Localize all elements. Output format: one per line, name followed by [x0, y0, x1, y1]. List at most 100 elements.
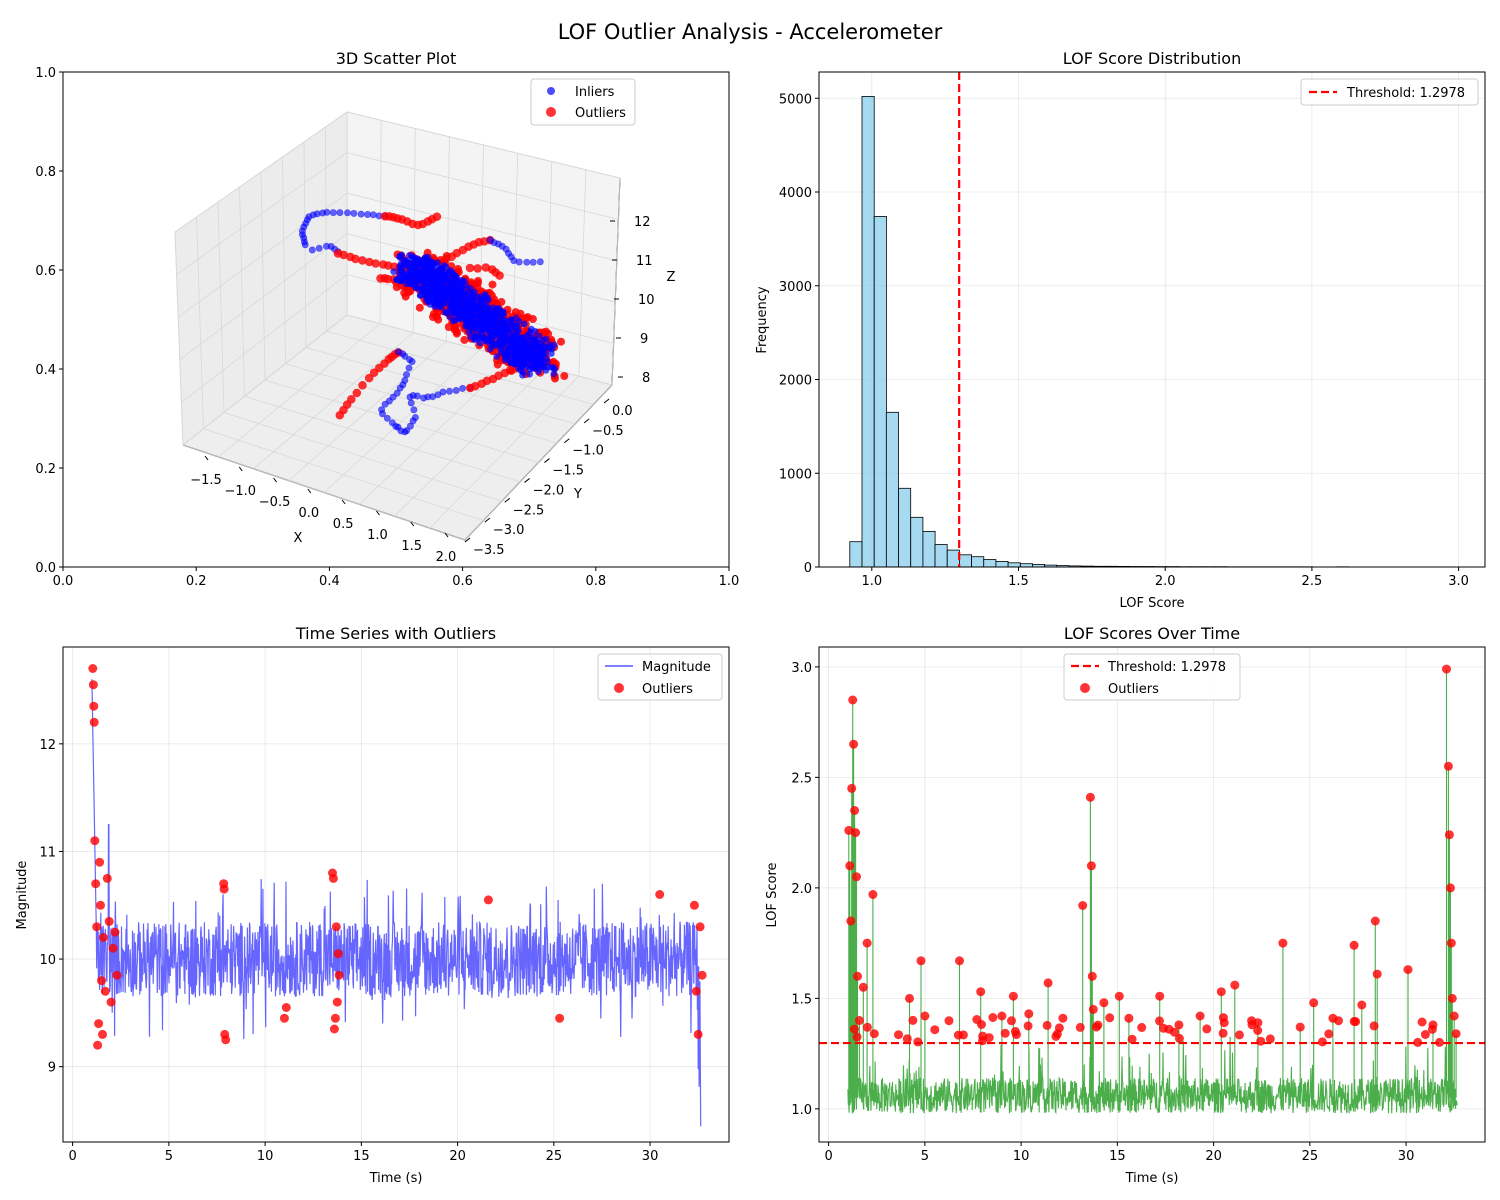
outlier-point [89, 701, 99, 711]
inlier-point [420, 275, 428, 283]
inlier-point [402, 272, 409, 280]
outlier-point [862, 938, 872, 948]
scatter3d-xtick [341, 499, 346, 505]
inlier-point [530, 346, 538, 354]
outlier-point [1000, 1028, 1010, 1038]
inlier-point [490, 340, 497, 348]
inlier-point [522, 341, 530, 349]
outlier-point [1278, 938, 1288, 948]
inlier-point [401, 352, 409, 360]
outlier-point [1444, 830, 1454, 840]
outlier-point [112, 970, 122, 980]
xtick-label: 30 [642, 1149, 659, 1164]
scatter3d-gridline [176, 152, 348, 275]
inlier-point [465, 305, 473, 313]
inlier-point [414, 257, 422, 265]
histogram-bar [898, 487, 912, 568]
outlier-point [851, 828, 861, 838]
outlier-point [844, 825, 854, 835]
scatter3d-ytick [524, 478, 530, 483]
outlier-point [846, 916, 856, 926]
inlier-point [526, 370, 533, 378]
xtick-label: 25 [1302, 1149, 1319, 1164]
outlier-point [1087, 971, 1097, 981]
outlier-point [695, 922, 705, 932]
histogram-ytick-label: 0 [804, 561, 812, 576]
outlier-point [358, 256, 367, 265]
outlier-point [333, 949, 343, 959]
xtick-label: 5 [921, 1149, 929, 1164]
scatter3d-gridline [346, 314, 613, 386]
inlier-point [483, 317, 491, 325]
inlier-point [482, 293, 490, 300]
outlier-point [450, 325, 459, 334]
outlier-point [845, 861, 855, 871]
outlier-point [507, 366, 516, 375]
outlier-point [849, 1024, 859, 1034]
scatter3d-frame-ytick-label: 0.6 [35, 264, 56, 279]
outlier-point [1137, 1023, 1147, 1032]
outlier-point [1042, 1020, 1052, 1030]
figure-title: LOF Outlier Analysis - Accelerometer [558, 20, 943, 44]
panel-lof-over-time: LOF Scores Over Time 0 5 10 15 20 25 30 1.0 1.5 2… [765, 624, 1486, 1186]
outlier-point [495, 271, 504, 280]
outlier-point [697, 970, 707, 980]
inlier-point [459, 384, 467, 392]
inlier-point [329, 209, 337, 217]
inlier-point [510, 359, 518, 367]
outlier-point [955, 956, 964, 966]
outlier-point [930, 1025, 940, 1035]
legend-inliers-label: Inliers [575, 85, 615, 100]
outlier-point [958, 1030, 968, 1040]
scatter3d-gridline [179, 233, 348, 361]
inlier-point [536, 258, 544, 266]
legend-threshold-label: Threshold: 1.2978 [1346, 86, 1465, 101]
outlier-point [1420, 1030, 1430, 1039]
scatter3d-frame-ticks: 0.00.00.20.20.40.40.60.60.80.81.01.0 [35, 66, 739, 589]
outlier-point [997, 1011, 1007, 1021]
outlier-point [219, 884, 229, 894]
inlier-point [530, 359, 538, 367]
scatter3d-frame-xtick-label: 0.2 [186, 574, 207, 589]
outlier-point [1309, 998, 1319, 1008]
outlier-point [944, 1016, 954, 1026]
inlier-point [350, 209, 358, 217]
outlier-point [691, 986, 701, 996]
timeseries-ylabel: Magnitude [15, 861, 30, 930]
legend-lof-outliers-marker [1080, 683, 1090, 693]
outlier-point [544, 329, 553, 338]
outlier-point [984, 1033, 994, 1043]
scatter3d-ytick-label: −1.5 [552, 464, 584, 479]
outlier-point [488, 280, 497, 289]
outlier-point [352, 388, 362, 398]
scatter3d-frame-xtick-label: 0.0 [53, 574, 74, 589]
scatter3d-xtick [376, 510, 380, 516]
histogram-frame [818, 71, 1486, 568]
scatter3d-gridline [174, 111, 348, 233]
scatter3d-xtick-label: −0.5 [259, 495, 291, 510]
inlier-point [426, 260, 433, 268]
outlier-point [1052, 1029, 1062, 1039]
inlier-point [471, 312, 479, 320]
inlier-point [420, 267, 428, 275]
outlier-point [1230, 980, 1240, 990]
outlier-point [976, 987, 986, 997]
ytick-label: 3.0 [791, 661, 812, 676]
inlier-point [523, 258, 531, 266]
outlier-point [328, 873, 338, 883]
histogram-bar [1007, 562, 1021, 568]
outlier-point [91, 879, 101, 889]
outlier-point [869, 1029, 879, 1039]
outlier-point [555, 1013, 565, 1023]
outlier-point [848, 695, 858, 705]
outlier-point [1451, 1029, 1461, 1039]
outlier-point [850, 806, 860, 815]
outlier-point [415, 303, 424, 312]
scatter3d-ytick [563, 438, 570, 444]
outlier-point [1349, 940, 1359, 950]
inlier-point [427, 282, 435, 290]
inlier-point [505, 347, 513, 355]
outlier-point [1265, 1034, 1275, 1044]
legend-ts-outliers-marker [614, 683, 624, 693]
